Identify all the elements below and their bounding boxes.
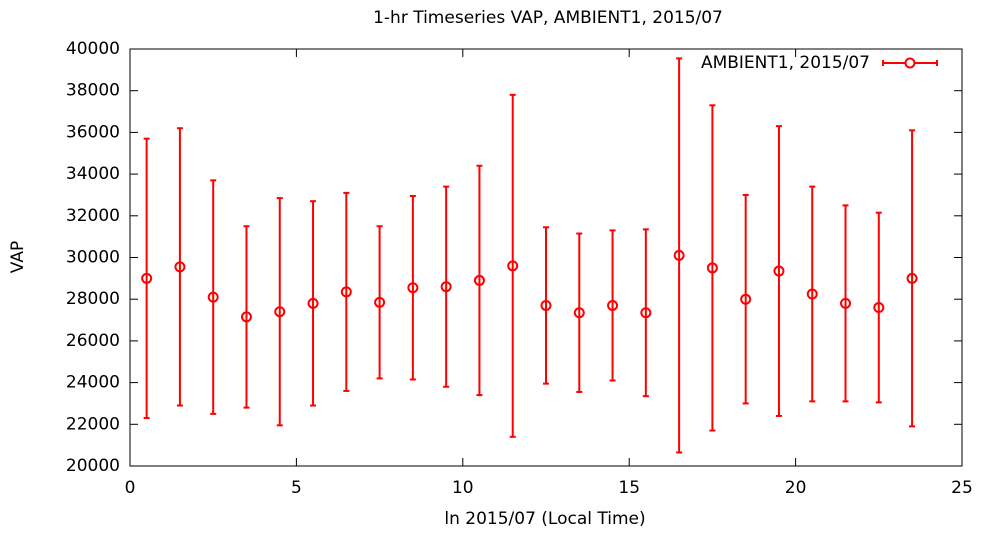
y-tick-label: 22000 xyxy=(66,414,120,434)
error-bar xyxy=(210,179,217,415)
error-bar xyxy=(276,197,283,427)
error-bar xyxy=(875,211,882,404)
error-bar xyxy=(476,164,483,397)
point xyxy=(806,288,818,300)
x-tick-label: 15 xyxy=(618,478,640,498)
error-bar xyxy=(775,125,782,417)
error-bar xyxy=(443,185,450,388)
error-bar xyxy=(609,229,616,382)
y-tick-label: 28000 xyxy=(66,289,120,309)
error-bar xyxy=(310,200,317,407)
legend-swatch xyxy=(904,57,916,69)
point xyxy=(673,249,685,261)
point xyxy=(607,299,619,311)
point xyxy=(706,262,718,274)
error-bar xyxy=(509,93,516,438)
error-bar xyxy=(676,57,683,454)
x-tick-label: 25 xyxy=(951,478,973,498)
point xyxy=(407,282,419,294)
point xyxy=(440,281,452,293)
point xyxy=(374,296,386,308)
point xyxy=(473,274,485,286)
error-bar xyxy=(809,185,816,403)
x-tick-label: 5 xyxy=(291,478,302,498)
error-bar xyxy=(909,129,916,428)
x-tick-label: 10 xyxy=(452,478,474,498)
x-tick-label: 20 xyxy=(785,478,807,498)
point xyxy=(174,261,186,273)
error-bar xyxy=(742,193,749,405)
y-tick-label: 30000 xyxy=(66,248,120,268)
point xyxy=(507,260,519,272)
error-bar xyxy=(343,191,350,392)
y-tick-label: 38000 xyxy=(66,81,120,101)
error-bar xyxy=(642,228,649,398)
y-tick-label: 24000 xyxy=(66,373,120,393)
point xyxy=(141,272,153,284)
error-bar xyxy=(709,104,716,432)
point xyxy=(873,302,885,314)
error-bar xyxy=(243,225,250,409)
error-bar xyxy=(143,137,150,420)
point xyxy=(740,293,752,305)
y-tick-label: 36000 xyxy=(66,122,120,142)
y-tick-label: 26000 xyxy=(66,331,120,351)
point xyxy=(773,265,785,277)
error-bar xyxy=(409,194,416,381)
point xyxy=(573,307,585,319)
error-bar xyxy=(176,127,183,407)
point xyxy=(540,299,552,311)
point xyxy=(240,311,252,323)
y-tick-label: 20000 xyxy=(66,456,120,476)
point xyxy=(906,272,918,284)
y-tick-label: 34000 xyxy=(66,164,120,184)
point xyxy=(307,297,319,309)
error-bar xyxy=(376,225,383,380)
error-bar xyxy=(576,232,583,393)
y-axis-label: VAP xyxy=(8,241,28,273)
point xyxy=(274,306,286,318)
error-bar xyxy=(842,204,849,403)
chart-title: 1-hr Timeseries VAP, AMBIENT1, 2015/07 xyxy=(373,8,723,28)
y-tick-label: 32000 xyxy=(66,206,120,226)
legend-label: AMBIENT1, 2015/07 xyxy=(701,53,870,73)
y-tick-label: 40000 xyxy=(66,39,120,59)
x-axis-label: ln 2015/07 (Local Time) xyxy=(444,509,645,529)
error-bar xyxy=(543,226,549,385)
x-tick-label: 0 xyxy=(125,478,136,498)
point xyxy=(840,297,852,309)
point xyxy=(340,286,352,298)
point xyxy=(640,307,652,319)
point xyxy=(207,291,219,303)
